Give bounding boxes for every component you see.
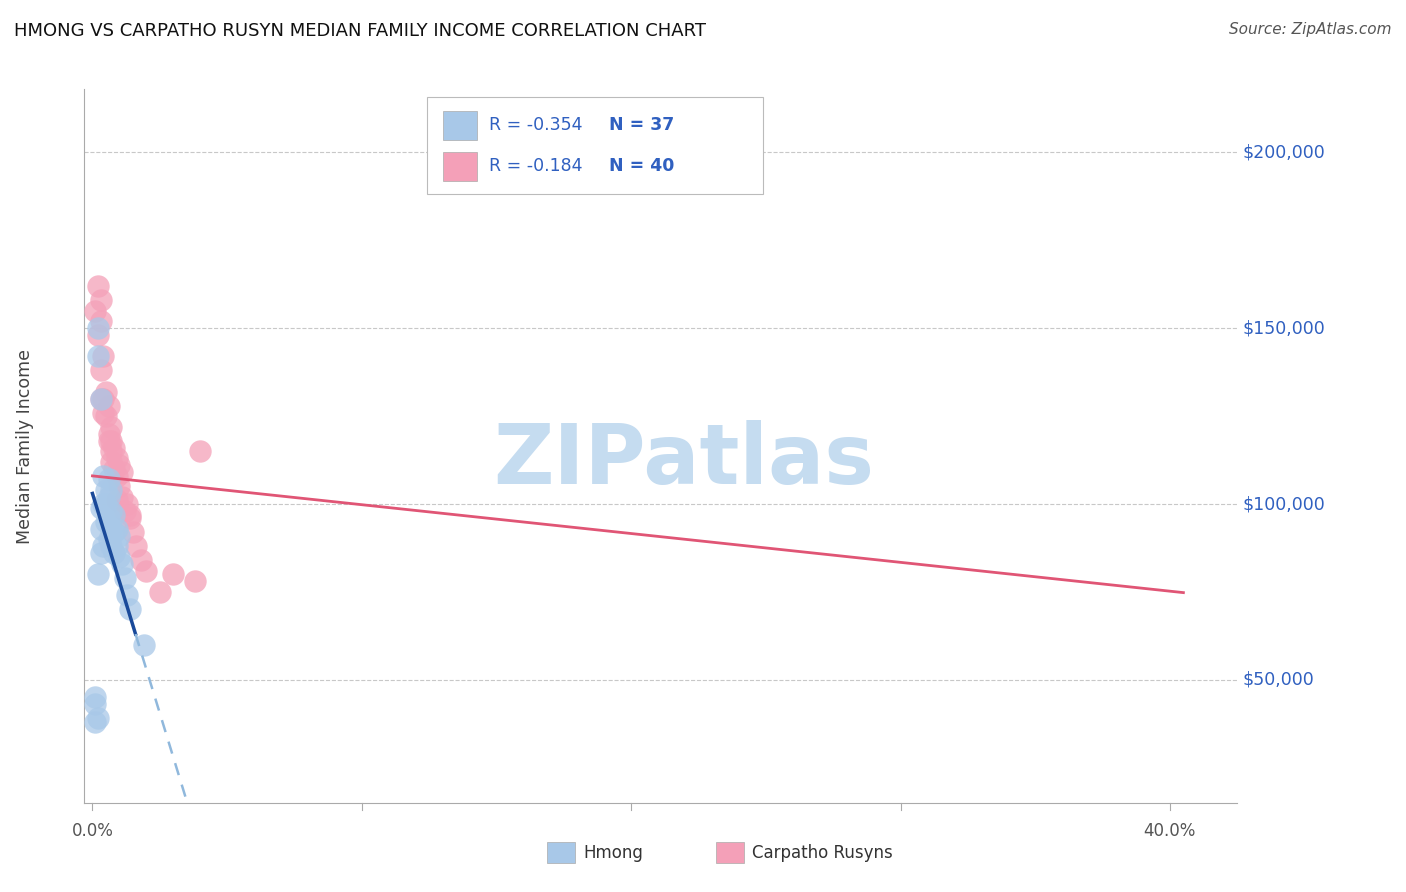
Point: [84, 698, 107, 712]
Text: Source: ZipAtlas.com: Source: ZipAtlas.com: [1229, 22, 1392, 37]
Point: [89, 392, 111, 406]
Point: [121, 525, 143, 540]
Point: [105, 493, 128, 508]
Text: HMONG VS CARPATHO RUSYN MEDIAN FAMILY INCOME CORRELATION CHART: HMONG VS CARPATHO RUSYN MEDIAN FAMILY IN…: [14, 22, 706, 40]
Point: [111, 557, 134, 571]
Point: [132, 638, 155, 652]
Point: [105, 468, 128, 483]
Text: Carpatho Rusyns: Carpatho Rusyns: [752, 844, 893, 862]
Point: [129, 553, 152, 567]
Text: $50,000: $50,000: [1243, 671, 1315, 689]
Point: [100, 419, 122, 434]
Point: [97, 490, 120, 504]
Text: N = 40: N = 40: [609, 158, 673, 176]
Point: [103, 546, 125, 560]
Point: [94, 384, 117, 399]
Point: [149, 585, 172, 599]
Point: [91, 539, 114, 553]
Point: [89, 522, 111, 536]
Text: Median Family Income: Median Family Income: [17, 349, 34, 543]
Point: [84, 714, 107, 729]
Text: R = -0.184: R = -0.184: [489, 158, 583, 176]
Point: [124, 539, 146, 553]
Point: [97, 472, 120, 486]
Point: [120, 511, 142, 525]
Point: [91, 468, 114, 483]
Point: [114, 571, 136, 585]
Point: [100, 455, 122, 469]
Point: [89, 500, 111, 515]
Point: [94, 497, 117, 511]
Point: [91, 497, 114, 511]
Text: 0.0%: 0.0%: [72, 822, 114, 840]
Text: $100,000: $100,000: [1243, 495, 1326, 513]
Point: [114, 504, 136, 518]
Point: [87, 328, 110, 343]
Point: [97, 511, 120, 525]
Point: [97, 532, 120, 546]
Text: R = -0.354: R = -0.354: [489, 116, 583, 134]
Point: [111, 466, 134, 480]
Point: [120, 508, 142, 522]
Text: Hmong: Hmong: [583, 844, 644, 862]
Point: [100, 504, 122, 518]
Point: [103, 508, 125, 522]
Point: [87, 567, 110, 582]
Point: [105, 451, 128, 466]
Point: [89, 314, 111, 328]
Point: [105, 539, 128, 553]
Point: [100, 539, 122, 553]
Point: [89, 392, 111, 406]
Point: [100, 434, 122, 448]
Point: [103, 462, 125, 476]
Point: [87, 350, 110, 364]
Point: [91, 350, 114, 364]
Point: [94, 483, 117, 497]
Point: [97, 426, 120, 441]
Point: [87, 279, 110, 293]
Point: [89, 546, 111, 560]
Point: [188, 444, 211, 458]
Point: [94, 515, 117, 529]
Point: [108, 458, 131, 473]
Point: [135, 564, 157, 578]
Text: ZIPatlas: ZIPatlas: [494, 420, 875, 500]
Point: [120, 602, 142, 616]
Point: [97, 399, 120, 413]
Point: [89, 293, 111, 307]
Point: [105, 522, 128, 536]
Point: [91, 392, 114, 406]
Point: [162, 567, 184, 582]
Point: [184, 574, 207, 589]
Point: [100, 483, 122, 497]
Point: [97, 434, 120, 448]
Text: 40.0%: 40.0%: [1143, 822, 1197, 840]
Point: [100, 444, 122, 458]
Point: [87, 711, 110, 725]
Point: [84, 303, 107, 318]
Point: [111, 490, 134, 504]
Point: [108, 549, 131, 564]
Text: $200,000: $200,000: [1243, 144, 1326, 161]
Point: [87, 321, 110, 335]
Point: [94, 409, 117, 424]
Text: $150,000: $150,000: [1243, 319, 1326, 337]
Point: [117, 497, 139, 511]
Point: [103, 441, 125, 455]
Point: [103, 525, 125, 540]
Point: [108, 528, 131, 542]
Point: [91, 406, 114, 420]
Point: [100, 522, 122, 536]
Point: [84, 690, 107, 705]
Point: [89, 363, 111, 377]
Point: [117, 588, 139, 602]
Text: N = 37: N = 37: [609, 116, 673, 134]
Point: [108, 479, 131, 493]
